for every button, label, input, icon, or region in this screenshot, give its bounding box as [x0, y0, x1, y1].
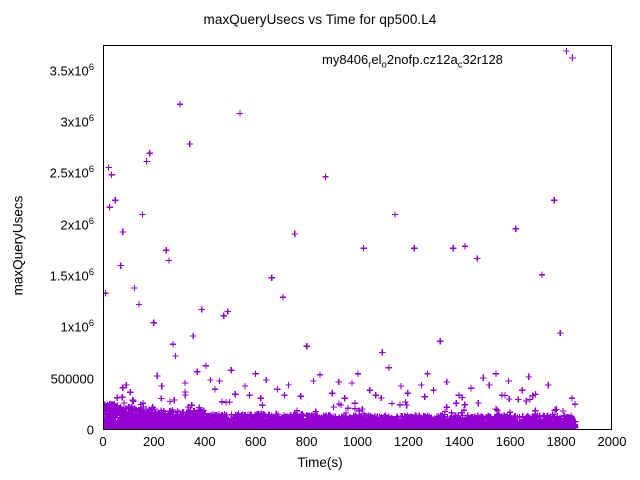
x-tick-label: 1400	[444, 434, 474, 449]
x-axis-title: Time(s)	[297, 455, 343, 470]
y-tick-label: 3x106	[60, 113, 95, 130]
y-tick-label: 3.5x106	[49, 61, 94, 79]
x-tick-label: 600	[244, 434, 267, 449]
x-tick-label: 800	[295, 434, 318, 449]
y-tick-label: 500000	[50, 371, 94, 387]
y-axis-title: maxQueryUsecs	[10, 195, 26, 296]
x-tick-label: 1000	[343, 434, 372, 449]
x-tick-label: 200	[143, 434, 165, 449]
x-tick-label: 1800	[546, 434, 576, 449]
x-tick-label: 1200	[393, 434, 423, 449]
scatter-canvas	[104, 47, 579, 429]
legend-marker: +	[568, 50, 577, 67]
x-tick-label: 0	[99, 434, 107, 449]
y-tick-label: 0	[86, 422, 94, 438]
legend-label: my8406relo2nofp.cz12ac32r128	[322, 52, 503, 71]
x-tick-label: 1600	[495, 434, 525, 449]
y-tick-label: 1x106	[60, 318, 95, 335]
plot-area	[103, 45, 612, 430]
chart-title: maxQueryUsecs vs Time for qp500.L4	[203, 12, 437, 27]
x-tick-label: 400	[193, 434, 216, 449]
x-tick-label: 2000	[597, 434, 627, 449]
